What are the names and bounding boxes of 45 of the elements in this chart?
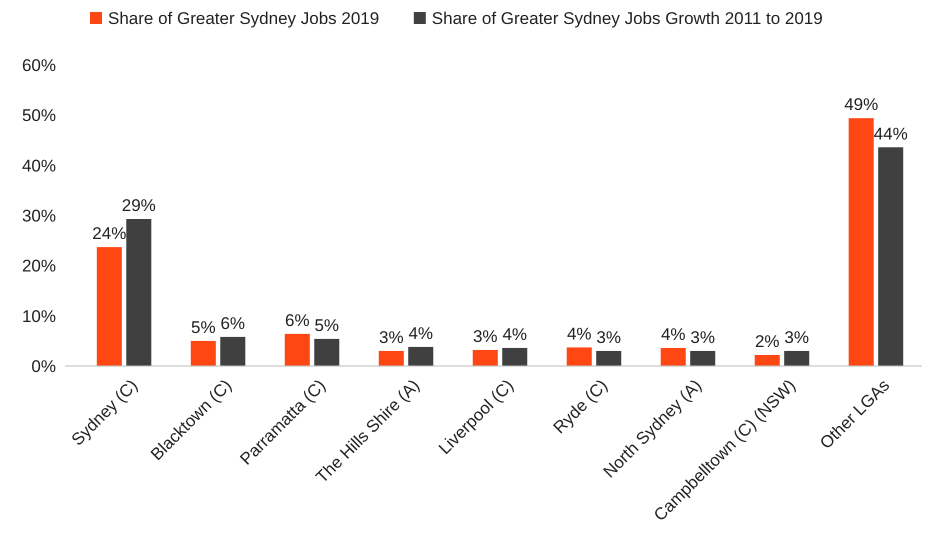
data-label: 3% [472, 326, 498, 346]
data-label: 5% [314, 316, 340, 335]
y-tick-label: 50% [22, 106, 56, 126]
legend-label: Share of Greater Sydney Jobs Growth 2011 to 2019 [432, 8, 823, 28]
bar [754, 354, 780, 366]
data-label: 4% [566, 324, 592, 344]
y-tick-label: 10% [22, 306, 56, 326]
bar [408, 346, 434, 366]
bar [378, 350, 404, 366]
bar [566, 347, 592, 366]
bar [878, 147, 904, 366]
bar [96, 247, 122, 366]
data-label: 3% [690, 328, 715, 347]
data-label: 3% [784, 328, 809, 347]
data-label: 49% [844, 95, 878, 114]
bar [126, 219, 152, 366]
data-label: 2% [754, 332, 780, 351]
bar [596, 350, 622, 366]
bar [220, 336, 246, 366]
bar [284, 334, 310, 366]
data-label: 4% [502, 324, 528, 344]
data-label: 4% [408, 324, 434, 343]
y-tick-label: 60% [22, 56, 56, 75]
y-tick-label: 40% [22, 156, 56, 176]
data-label: 4% [660, 324, 686, 344]
y-tick-label: 30% [22, 206, 56, 226]
y-tick-label: 20% [22, 256, 56, 276]
bar [472, 350, 498, 366]
data-label: 6% [220, 314, 246, 333]
data-label: 3% [596, 328, 622, 347]
data-label: 5% [191, 318, 216, 337]
legend-label: Share of Greater Sydney Jobs 2019 [108, 8, 380, 28]
y-tick-label: 0% [31, 356, 56, 376]
bar [848, 118, 874, 366]
data-label: 44% [874, 124, 908, 144]
bar [314, 338, 340, 366]
bar [502, 348, 528, 366]
bar [784, 350, 810, 366]
data-label: 3% [378, 328, 404, 347]
data-label: 24% [92, 224, 126, 244]
bar [190, 340, 216, 366]
bar [660, 348, 686, 366]
data-label: 6% [285, 310, 310, 330]
bar [690, 350, 716, 366]
data-label: 29% [122, 196, 156, 216]
